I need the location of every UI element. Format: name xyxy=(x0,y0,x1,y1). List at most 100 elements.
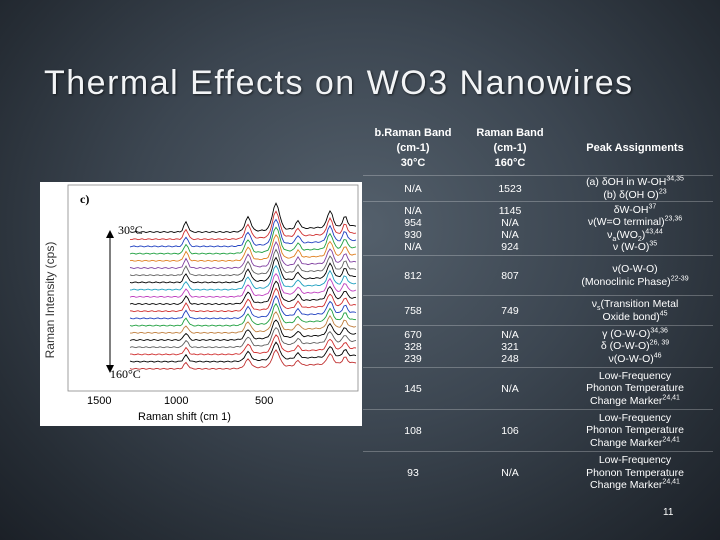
ref: 23,36 xyxy=(664,215,683,223)
cell-30c: 108 xyxy=(363,409,463,452)
spectrum-curve xyxy=(129,349,357,370)
ref: 26, 39 xyxy=(649,339,670,347)
spectrum-curve xyxy=(129,302,357,327)
spectrum-curve xyxy=(129,218,357,248)
ref: 37 xyxy=(648,203,657,210)
sub: s xyxy=(596,305,601,313)
cell-assignment: γ (O-W-O)34,36 δ (O-W-O)26, 39 ν(O-W-O)4… xyxy=(557,325,713,368)
ref: 24,41 xyxy=(662,478,680,486)
ref: 23 xyxy=(658,188,667,195)
spectrum-curve xyxy=(129,256,357,284)
arrow-head-bottom xyxy=(106,365,114,373)
x-tick: 500 xyxy=(255,395,273,407)
spectrum-curve xyxy=(129,233,357,262)
cell-assignment: ν(O-W-O) (Monoclinic Phase)22-39 xyxy=(557,255,713,296)
cell-160c: N/A xyxy=(463,367,557,410)
cell-30c: 93 xyxy=(363,451,463,494)
slide-title: Thermal Effects on WO3 Nanowires xyxy=(44,64,634,102)
spectrum-curve xyxy=(129,280,357,305)
assign-text: Low-Frequency Phonon Temperature Change … xyxy=(586,454,684,491)
ref: 43,44 xyxy=(645,228,663,235)
ref: 34,36 xyxy=(650,327,668,335)
cell-assignment: νs(Transition Metal Oxide bond)45 xyxy=(557,295,713,326)
label-30c: 30°C xyxy=(118,223,143,237)
cell-assignment: Low-Frequency Phonon Temperature Change … xyxy=(557,451,713,494)
cell-assignment: (a) δOH in W-OH34,35 (b) δ(OH O)23 xyxy=(557,175,713,202)
table-row: N/A 1523 (a) δOH in W-OH34,35 (b) δ(OH O… xyxy=(363,175,713,202)
ref: 46 xyxy=(653,352,662,360)
cell-160c: N/A 321 248 xyxy=(463,325,557,368)
assign-b: (b) δ(OH O) xyxy=(603,188,659,201)
assign-line: ν(W=O terminal) xyxy=(587,216,665,228)
x-tick: 1500 xyxy=(87,395,111,407)
panel-label: c) xyxy=(80,192,89,206)
spectrum-curve xyxy=(129,248,357,277)
assign-text: ν(O-W-O) (Monoclinic Phase) xyxy=(581,263,671,288)
spectrum-curve xyxy=(129,319,357,341)
header-raman-30c: b.Raman Band (cm-1) 30°C xyxy=(374,127,452,169)
spectrum-curve xyxy=(129,326,357,349)
spectrum-curve xyxy=(129,264,357,291)
ref: 35 xyxy=(649,240,658,248)
assign-line: ν (W-O) xyxy=(612,241,650,253)
assign-text: ν xyxy=(591,298,597,310)
table-row: N/A 954 930 N/A 1145 N/A N/A 924 δW-OH37… xyxy=(363,201,713,256)
cell-30c: N/A xyxy=(363,175,463,202)
x-axis-label: Raman shift (cm 1) xyxy=(138,411,231,423)
cell-30c: 812 xyxy=(363,255,463,296)
assign-line: ) xyxy=(641,228,646,241)
assign-text: Low-Frequency Phonon Temperature Change … xyxy=(586,369,684,407)
cell-160c: 1523 xyxy=(463,175,557,202)
ref: 45 xyxy=(659,310,668,317)
page-number: 11 xyxy=(663,507,674,518)
table-row: 758 749 νs(Transition Metal Oxide bond)4… xyxy=(363,295,713,326)
assign-line: δW-OH xyxy=(613,203,649,216)
cell-assignment: δW-OH37 ν(W=O terminal)23,36 νa(WO2)43,4… xyxy=(557,201,713,256)
table-row: 812 807 ν(O-W-O) (Monoclinic Phase)22-39 xyxy=(363,255,713,296)
spectrum-curve xyxy=(129,210,357,241)
spectrum-curve xyxy=(129,294,357,320)
spectrum-curve xyxy=(129,241,357,269)
cell-160c: 749 xyxy=(463,295,557,326)
assign-a: (a) δOH in W-OH xyxy=(586,176,667,188)
x-tick: 1000 xyxy=(164,395,188,407)
cell-30c: 145 xyxy=(363,367,463,410)
assign-line: ν xyxy=(607,228,613,241)
plot-frame xyxy=(67,184,359,392)
label-160c: 160°C xyxy=(110,367,141,381)
assign-line: ν(O-W-O) xyxy=(608,352,654,365)
table-row: 108 106 Low-Frequency Phonon Temperature… xyxy=(363,409,713,452)
spectra-curves xyxy=(129,202,357,370)
assign-text: Low-Frequency Phonon Temperature Change … xyxy=(586,411,684,449)
cell-assignment: Low-Frequency Phonon Temperature Change … xyxy=(557,409,713,452)
assign-text: (Transition Metal Oxide bond) xyxy=(600,298,679,323)
header-peak-assignments: Peak Assignments xyxy=(586,142,684,154)
cell-160c: 106 xyxy=(463,409,557,452)
cell-30c: 670 328 239 xyxy=(363,325,463,368)
raman-spectra-svg: c) Raman Intensity (cps) 30°C 160°C 1500… xyxy=(43,184,359,423)
raman-band-table: b.Raman Band (cm-1) 30°C Raman Band (cm-… xyxy=(363,122,713,494)
assign-line: γ (O-W-O) xyxy=(602,327,651,340)
cell-160c: N/A xyxy=(463,451,557,494)
cell-160c: 807 xyxy=(463,255,557,296)
cell-assignment: Low-Frequency Phonon Temperature Change … xyxy=(557,367,713,410)
spectrum-curve xyxy=(129,341,357,363)
table-row: 670 328 239 N/A 321 248 γ (O-W-O)34,36 δ… xyxy=(363,325,713,368)
spectrum-curve xyxy=(129,272,357,298)
spectrum-curve xyxy=(130,311,357,334)
spectrum-curve xyxy=(129,202,357,233)
sub: 2 xyxy=(637,235,642,243)
cell-160c: 1145 N/A N/A 924 xyxy=(463,201,557,256)
sub: a xyxy=(612,235,617,243)
ref: 24,41 xyxy=(662,436,680,444)
spectrum-curve xyxy=(129,226,357,255)
spectrum-curve xyxy=(130,334,357,356)
assign-line: (WO xyxy=(616,228,638,241)
table-row: 93 N/A Low-Frequency Phonon Temperature … xyxy=(363,451,713,494)
ref: 22-39 xyxy=(670,275,689,282)
ref: 34,35 xyxy=(666,175,684,183)
spectrum-curve xyxy=(129,287,357,313)
table-row: 145 N/A Low-Frequency Phonon Temperature… xyxy=(363,367,713,410)
arrow-head-top xyxy=(106,230,114,238)
raman-figure: c) Raman Intensity (cps) 30°C 160°C 1500… xyxy=(40,182,362,426)
